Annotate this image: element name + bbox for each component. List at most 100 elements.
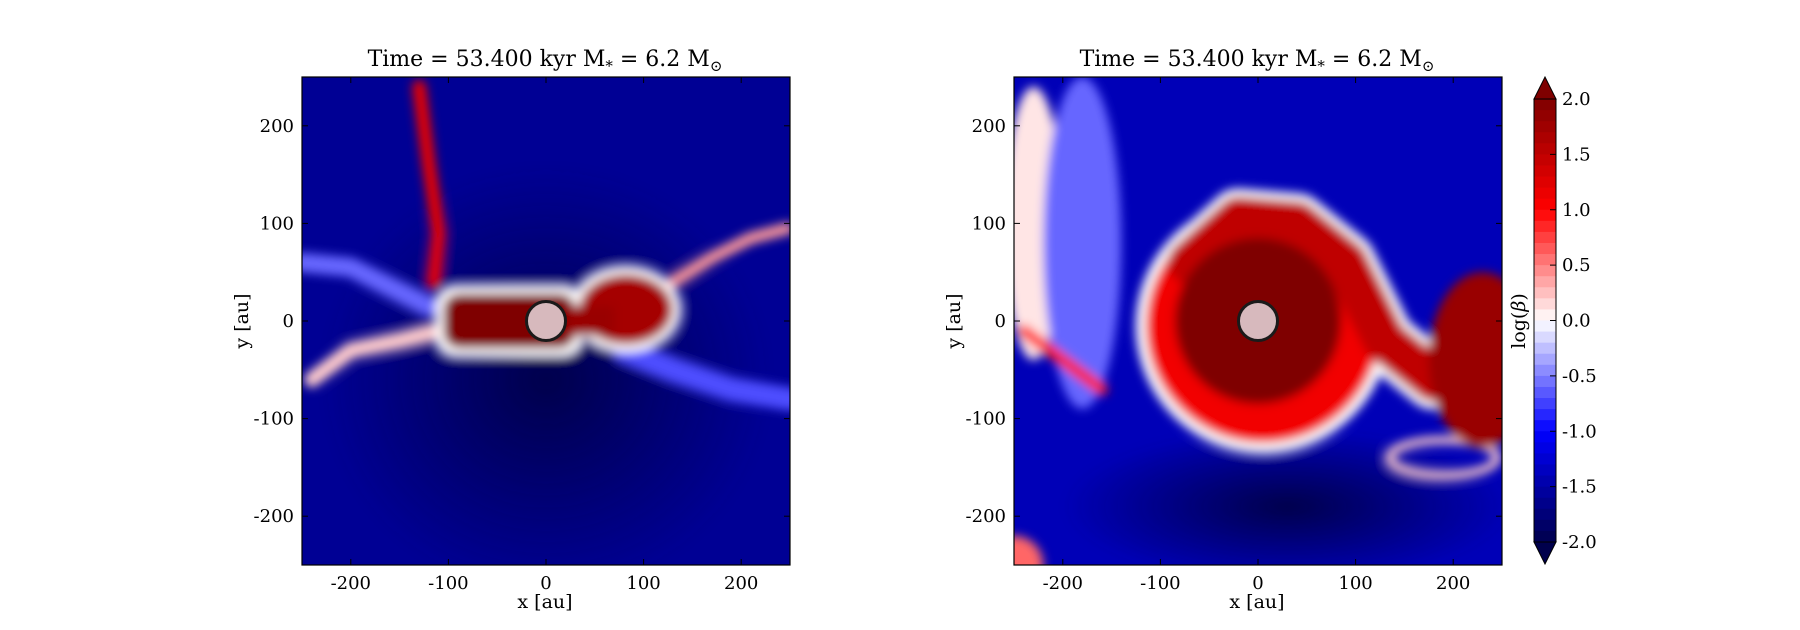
colorbar-level (1534, 519, 1556, 532)
colorbar-level (1534, 154, 1556, 167)
y-tick-label: 200 (260, 116, 294, 137)
colorbar-level (1534, 497, 1556, 510)
colorbar-tick-label: 2.0 (1562, 89, 1591, 110)
colorbar-level (1534, 220, 1556, 233)
panel-right-plot (1013, 76, 1503, 566)
x-tick-label: 200 (1436, 573, 1470, 594)
panel-right-title: Time = 53.400 kyr M* = 6.2 M⊙ (1080, 47, 1435, 75)
colorbar-extend-max (1533, 75, 1557, 100)
panel-left-y-label: y [au] (231, 293, 253, 349)
panel-left-x-ticks: -200 -100 0 100 200 (331, 77, 758, 594)
colorbar-level (1534, 265, 1556, 277)
colorbar-level (1534, 121, 1556, 133)
colorbar-extend-min (1533, 541, 1557, 566)
x-tick-label: -100 (428, 573, 468, 594)
y-tick-label: -200 (254, 506, 294, 527)
colorbar-level (1534, 231, 1556, 244)
disk-bridge (565, 306, 615, 336)
colorbar-level (1534, 508, 1556, 521)
panel-right-x-ticks: -200 -100 0 100 200 (1043, 77, 1470, 594)
low-beta-region (1062, 428, 1502, 565)
colorbar-body (1533, 75, 1557, 566)
colorbar-level (1534, 530, 1556, 543)
colorbar-level (1534, 464, 1556, 477)
y-tick-label: -100 (254, 409, 294, 430)
x-tick-label: 100 (1338, 573, 1372, 594)
colorbar-tick-label: 0.0 (1562, 311, 1591, 332)
colorbar-tick-label: 1.5 (1562, 144, 1591, 165)
sink-particle (1236, 299, 1280, 343)
colorbar-level (1534, 209, 1556, 222)
colorbar-level (1534, 386, 1556, 399)
filament-1 (303, 322, 447, 388)
panel-right: Time = 53.400 kyr M* = 6.2 M⊙ -200 -100 0 1… (943, 47, 1503, 613)
corner-feature (1014, 535, 1044, 565)
panel-left-x-label: x [au] (517, 591, 572, 613)
colorbar-level (1534, 431, 1556, 443)
colorbar-level (1534, 99, 1556, 111)
colorbar-level (1534, 176, 1556, 189)
colorbar: 2.0 1.5 1.0 0.5 0.0 -0.5 -1.0 -1.5 -2.0 log(β) (1508, 75, 1597, 566)
colorbar-level (1534, 320, 1556, 333)
colorbar-level (1534, 143, 1556, 155)
colorbar-level (1534, 475, 1556, 488)
colorbar-level (1534, 187, 1556, 200)
outer-lobe (1428, 272, 1502, 448)
colorbar-level (1534, 398, 1556, 410)
colorbar-tick-label: 0.5 (1562, 255, 1591, 276)
colorbar-level (1534, 353, 1556, 366)
colorbar-level (1534, 453, 1556, 466)
colorbar-level (1534, 342, 1556, 355)
filament-4 (612, 338, 790, 411)
colorbar-level (1534, 165, 1556, 178)
colorbar-level (1534, 254, 1556, 266)
x-tick-label: -100 (1140, 573, 1180, 594)
panel-left-title: Time = 53.400 kyr M* = 6.2 M⊙ (368, 47, 723, 75)
colorbar-tick-label: -0.5 (1562, 366, 1597, 387)
y-tick-label: 100 (972, 213, 1006, 234)
colorbar-level (1534, 331, 1556, 344)
left-band-outer (1043, 77, 1122, 409)
colorbar-level (1534, 309, 1556, 322)
colorbar-level (1534, 132, 1556, 144)
colorbar-level (1534, 420, 1556, 432)
panel-left: Time = 53.400 kyr M* = 6.2 M⊙ -200 -100 0 1… (231, 47, 791, 613)
filament-2 (667, 222, 790, 288)
filament-0 (412, 79, 446, 289)
panel-right-y-ticks: -200 -100 0 100 200 (966, 116, 1502, 527)
sink-particle (524, 299, 568, 343)
colorbar-label: log(β) (1508, 293, 1530, 349)
y-tick-label: -200 (966, 506, 1006, 527)
y-tick-label: -100 (966, 409, 1006, 430)
colorbar-tick-label: 1.0 (1562, 200, 1591, 221)
colorbar-tick-label: -1.5 (1562, 477, 1597, 498)
panel-left-y-ticks: -200 -100 0 100 200 (254, 116, 790, 527)
colorbar-level (1534, 276, 1556, 288)
colorbar-tick-label: -1.0 (1562, 421, 1597, 442)
y-tick-label: 0 (283, 311, 294, 332)
x-tick-label: 0 (1252, 573, 1263, 594)
colorbar-level (1534, 409, 1556, 421)
colorbar-level (1534, 198, 1556, 211)
colorbar-ticks: 2.0 1.5 1.0 0.5 0.0 -0.5 -1.0 -1.5 -2.0 (1550, 89, 1597, 553)
colorbar-level (1534, 298, 1556, 311)
x-tick-label: 0 (540, 573, 551, 594)
panel-left-plot (301, 76, 791, 566)
loop (1385, 436, 1502, 480)
panel-right-x-label: x [au] (1229, 591, 1284, 613)
colorbar-level (1534, 110, 1556, 122)
lower-left-streak (1017, 324, 1108, 396)
y-tick-label: 200 (972, 116, 1006, 137)
colorbar-level (1534, 375, 1556, 388)
x-tick-label: -200 (1043, 573, 1083, 594)
colorbar-level (1534, 287, 1556, 299)
y-tick-label: 100 (260, 213, 294, 234)
panel-right-y-label: y [au] (943, 293, 965, 349)
x-tick-label: -200 (331, 573, 371, 594)
colorbar-level (1534, 486, 1556, 499)
x-tick-label: 200 (724, 573, 758, 594)
colorbar-level (1534, 442, 1556, 454)
colorbar-level (1534, 242, 1556, 255)
x-tick-label: 100 (626, 573, 660, 594)
